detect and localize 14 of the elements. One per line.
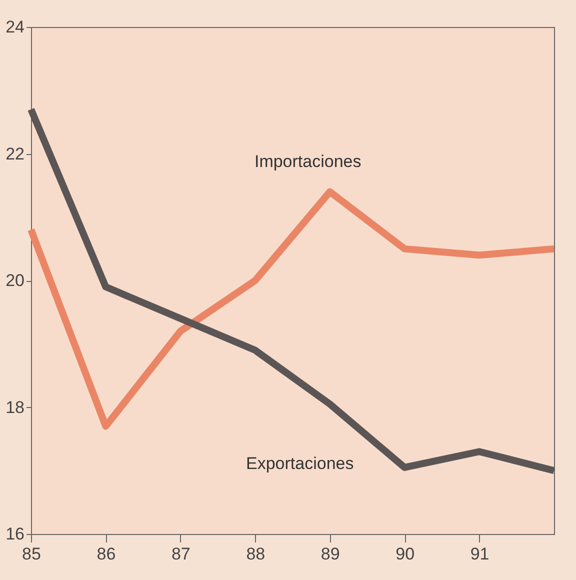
y-tick-label: 18 (6, 398, 24, 417)
x-tick-label: 87 (171, 544, 190, 564)
x-tick-label: 90 (396, 544, 415, 564)
x-tick-label: 88 (246, 544, 266, 564)
x-tick-label: 89 (320, 544, 340, 564)
series-label: Exportaciones (246, 454, 354, 474)
y-tick-label: 22 (6, 144, 24, 164)
y-tick-label: 20 (6, 271, 24, 290)
x-tick-label: 85 (22, 544, 41, 564)
text: Importaciones (254, 152, 362, 171)
y-tick-label: 16 (6, 524, 24, 544)
y-tick-label: 24 (6, 18, 24, 36)
x-tick-label: 91 (470, 544, 490, 564)
x-tick-label: 86 (96, 544, 116, 564)
